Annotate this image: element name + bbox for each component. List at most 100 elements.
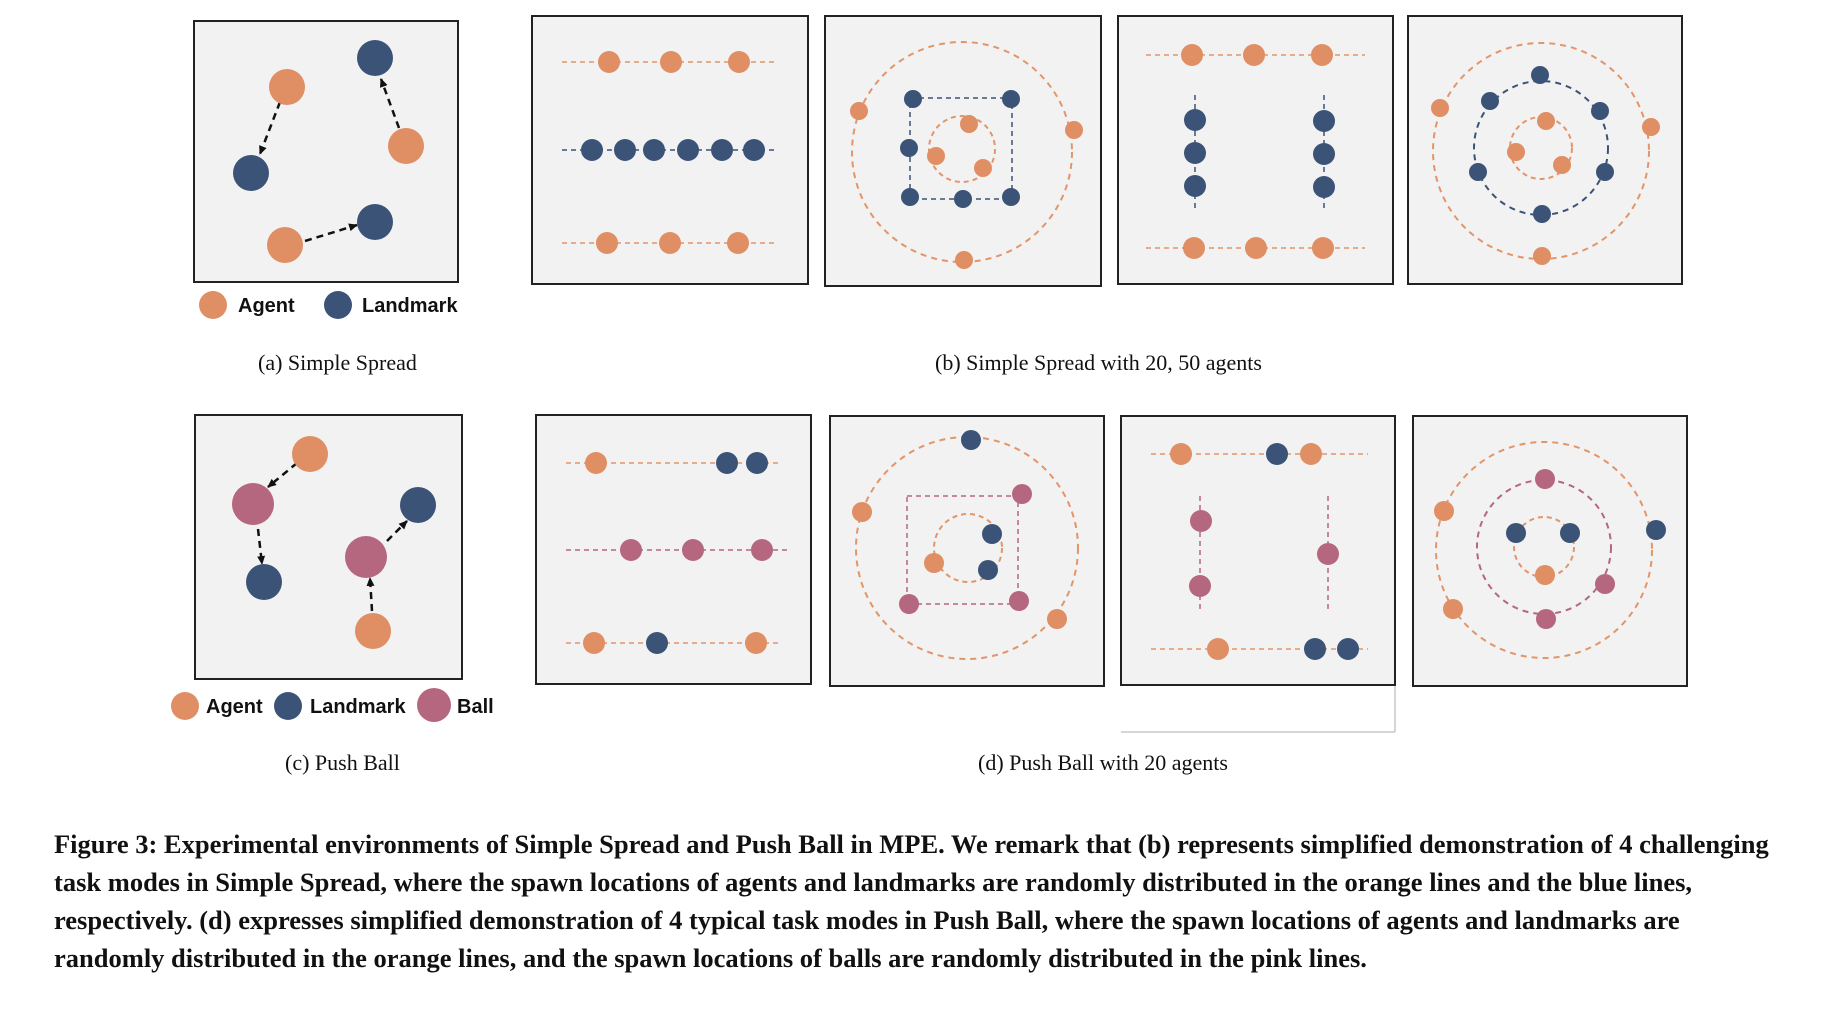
landmark bbox=[904, 90, 922, 108]
landmark bbox=[1481, 92, 1499, 110]
ball bbox=[1009, 591, 1029, 611]
spawn-square-pink bbox=[906, 495, 1019, 605]
panel-b2-frame bbox=[824, 15, 1102, 287]
panel-a-simple-spread bbox=[193, 20, 459, 283]
landmark bbox=[1646, 520, 1666, 540]
legend-agent-swatch bbox=[171, 692, 199, 720]
agent bbox=[1207, 638, 1229, 660]
subcaption-a: (a) Simple Spread bbox=[258, 350, 417, 375]
landmark bbox=[982, 524, 1002, 544]
landmark bbox=[1313, 176, 1335, 198]
agent bbox=[1443, 599, 1463, 619]
agent bbox=[1181, 44, 1203, 66]
legend-agent-label: Agent bbox=[238, 295, 295, 317]
legend-landmark-swatch bbox=[324, 291, 352, 319]
ball bbox=[1317, 543, 1339, 565]
agent bbox=[852, 502, 872, 522]
landmark bbox=[1591, 102, 1609, 120]
landmark bbox=[711, 139, 733, 161]
spawn-circle-blue bbox=[1473, 80, 1609, 216]
landmark bbox=[1304, 638, 1326, 660]
panel-d-mode-1-lines bbox=[535, 414, 812, 685]
agent bbox=[269, 69, 305, 105]
agent bbox=[659, 232, 681, 254]
arrow-agent-to-ball bbox=[366, 577, 375, 612]
landmark bbox=[1531, 66, 1549, 84]
ball bbox=[1190, 510, 1212, 532]
landmark bbox=[1313, 143, 1335, 165]
agent bbox=[355, 613, 391, 649]
agent bbox=[598, 51, 620, 73]
agent bbox=[850, 102, 868, 120]
agent bbox=[924, 553, 944, 573]
panel-b-mode-3-columns bbox=[1117, 15, 1394, 285]
agent bbox=[1183, 237, 1205, 259]
landmark bbox=[233, 155, 269, 191]
figure-caption: Figure 3: Experimental environments of S… bbox=[54, 829, 1769, 973]
landmark bbox=[677, 139, 699, 161]
landmark bbox=[1506, 523, 1526, 543]
agent bbox=[292, 436, 328, 472]
arrow-agent-to-ball bbox=[267, 462, 298, 488]
landmark bbox=[1184, 109, 1206, 131]
ball bbox=[620, 539, 642, 561]
ball bbox=[899, 594, 919, 614]
panel-c-frame bbox=[194, 414, 463, 680]
ball bbox=[1012, 484, 1032, 504]
spawn-circle-orange bbox=[1435, 441, 1653, 659]
spawn-circle-pink bbox=[1476, 479, 1612, 615]
legend-ball-swatch bbox=[417, 688, 451, 722]
panel-d-mode-4-rings bbox=[1412, 415, 1688, 687]
agent bbox=[727, 232, 749, 254]
arrow-agent-to-landmark bbox=[304, 223, 358, 243]
agent bbox=[1535, 565, 1555, 585]
legend-agent-swatch bbox=[199, 291, 227, 319]
landmark bbox=[1469, 163, 1487, 181]
agent bbox=[1553, 156, 1571, 174]
landmark bbox=[1002, 90, 1020, 108]
agent bbox=[596, 232, 618, 254]
subcaption-c: (c) Push Ball bbox=[285, 750, 400, 775]
landmark bbox=[1313, 110, 1335, 132]
legend-c: Agent Landmark Ball bbox=[171, 688, 494, 722]
arrow-ball-to-landmark bbox=[386, 520, 408, 542]
landmark bbox=[1184, 142, 1206, 164]
landmark bbox=[1184, 175, 1206, 197]
agent bbox=[1047, 609, 1067, 629]
panel-d4-frame bbox=[1412, 415, 1688, 687]
landmark bbox=[746, 452, 768, 474]
ball bbox=[751, 539, 773, 561]
landmark bbox=[961, 430, 981, 450]
landmark bbox=[743, 139, 765, 161]
subcaption-d: (d) Push Ball with 20 agents bbox=[978, 750, 1228, 775]
agent bbox=[1507, 143, 1525, 161]
agent bbox=[955, 251, 973, 269]
agent bbox=[267, 227, 303, 263]
panel-b4-frame bbox=[1407, 15, 1683, 285]
agent bbox=[1642, 118, 1660, 136]
legend-a: Agent Landmark bbox=[199, 291, 458, 319]
landmark bbox=[646, 632, 668, 654]
agent bbox=[1311, 44, 1333, 66]
legend-ball-label: Ball bbox=[457, 696, 494, 718]
panel-b-mode-2-circles bbox=[824, 15, 1102, 287]
agent bbox=[1245, 237, 1267, 259]
landmark bbox=[357, 40, 393, 76]
agent bbox=[927, 147, 945, 165]
panel-c-push-ball bbox=[194, 414, 463, 680]
agent bbox=[1300, 443, 1322, 465]
landmark bbox=[954, 190, 972, 208]
landmark bbox=[1596, 163, 1614, 181]
legend-landmark-swatch bbox=[274, 692, 302, 720]
landmark bbox=[1560, 523, 1580, 543]
agent bbox=[585, 452, 607, 474]
landmark bbox=[614, 139, 636, 161]
agent bbox=[660, 51, 682, 73]
spawn-circle-orange-inner bbox=[928, 115, 996, 183]
spawn-circle-orange-inner bbox=[933, 513, 1003, 583]
landmark bbox=[978, 560, 998, 580]
panel-b-mode-4-rings bbox=[1407, 15, 1683, 285]
landmark bbox=[1002, 188, 1020, 206]
agent bbox=[1312, 237, 1334, 259]
